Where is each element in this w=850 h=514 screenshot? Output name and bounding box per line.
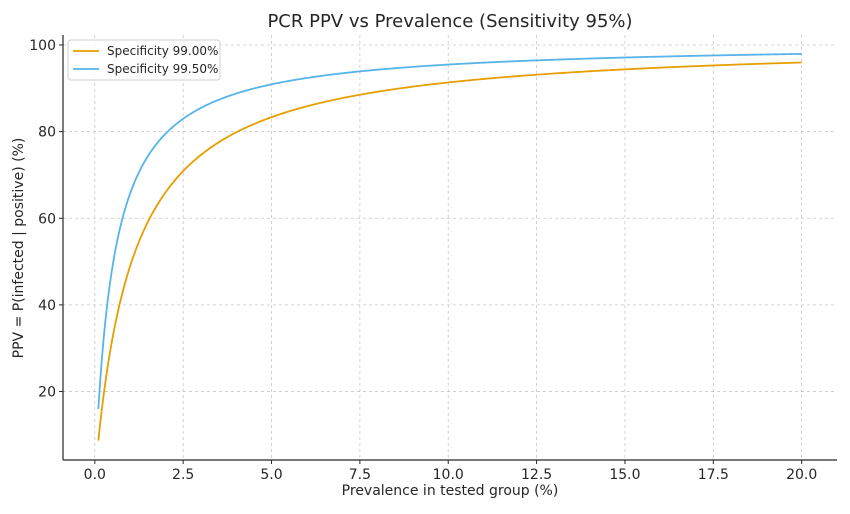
x-tick-label: 20.0 <box>786 467 817 483</box>
x-tick-label: 17.5 <box>698 467 729 483</box>
y-tick-label: 80 <box>38 125 56 141</box>
chart-title: PCR PPV vs Prevalence (Sensitivity 95%) <box>267 11 632 32</box>
x-tick-label: 0.0 <box>84 467 106 483</box>
x-axis-label: Prevalence in tested group (%) <box>342 483 559 499</box>
series-line-2 <box>97 53 802 410</box>
y-tick-label: 20 <box>38 385 56 401</box>
y-tick-label: 60 <box>38 211 56 227</box>
legend-label: Specificity 99.00% <box>107 44 218 58</box>
y-tick-label: 100 <box>29 38 56 54</box>
x-tick-label: 10.0 <box>433 467 464 483</box>
legend-box <box>67 39 221 81</box>
series-lines <box>97 53 802 441</box>
x-ticks: 0.0 2.5 5.0 7.5 10.0 12.5 15.0 17.5 20.0 <box>84 460 817 483</box>
series-line-1 <box>97 61 802 441</box>
y-tick-label: 40 <box>38 298 56 314</box>
plot-frame <box>63 35 837 460</box>
x-tick-label: 7.5 <box>349 467 371 483</box>
x-tick-label: 5.0 <box>260 467 282 483</box>
x-tick-label: 2.5 <box>172 467 194 483</box>
x-tick-label: 12.5 <box>521 467 552 483</box>
legend: Specificity 99.00% Specificity 99.50% <box>67 39 221 81</box>
legend-label: Specificity 99.50% <box>107 62 218 76</box>
grid <box>63 35 837 460</box>
y-axis-label: PPV = P(infected | positive) (%) <box>11 138 27 359</box>
x-tick-label: 15.0 <box>609 467 640 483</box>
y-ticks: 20 40 60 80 100 <box>29 38 63 401</box>
